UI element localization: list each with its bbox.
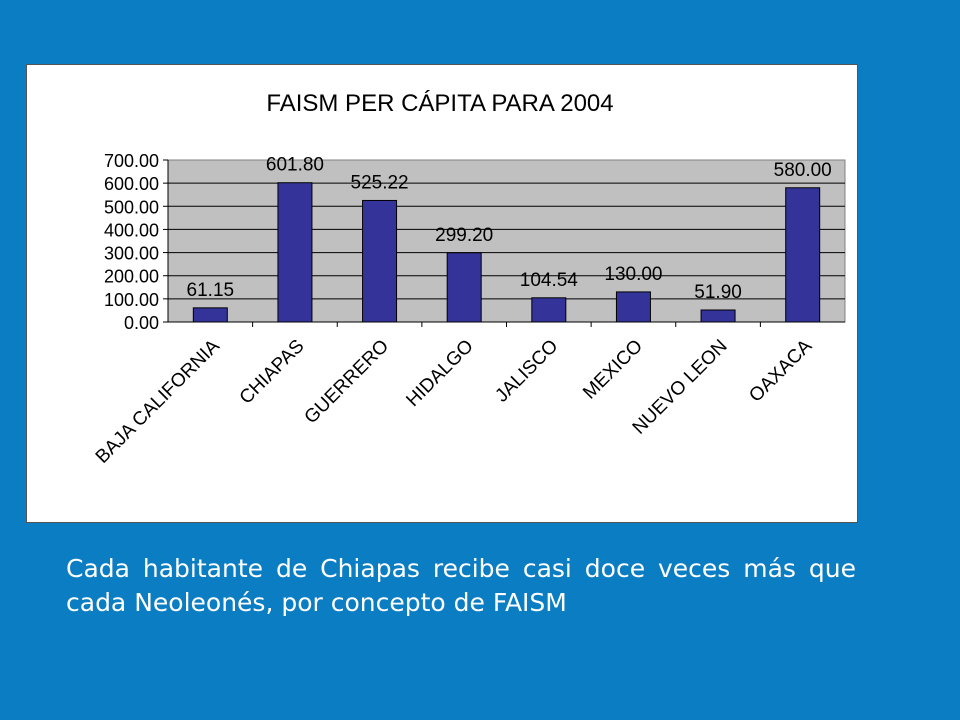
- y-tick-label: 0.00: [124, 313, 159, 333]
- y-tick-label: 400.00: [104, 220, 159, 240]
- category-label: JALISCO: [491, 336, 562, 407]
- bar: [531, 297, 567, 323]
- category-label: GUERRERO: [301, 336, 393, 428]
- bar: [615, 291, 651, 323]
- bar: [362, 199, 398, 323]
- y-tick-label: 100.00: [104, 290, 159, 310]
- category-label: HIDALGO: [402, 336, 477, 411]
- caption-text: Cada habitante de Chiapas recibe casi do…: [66, 554, 856, 617]
- bar: [785, 187, 821, 323]
- chart-panel: FAISM PER CÁPITA PARA 2004 0.00 100.00 200…: [26, 64, 858, 523]
- y-tick-label: 300.00: [104, 244, 159, 264]
- data-label: 51.90: [694, 282, 742, 303]
- data-label: 104.54: [520, 270, 579, 291]
- chart-title: FAISM PER CÁPITA PARA 2004: [266, 90, 613, 117]
- data-label: 601.80: [266, 155, 324, 176]
- category-label: MEXICO: [579, 336, 647, 404]
- bar-chart: FAISM PER CÁPITA PARA 2004 0.00 100.00 200…: [92, 90, 846, 468]
- data-label: 61.15: [187, 280, 235, 301]
- bar: [700, 309, 736, 323]
- y-tick-label: 200.00: [104, 267, 159, 287]
- plot-area: [167, 159, 846, 323]
- bar: [277, 182, 313, 323]
- data-label: 525.22: [351, 172, 409, 193]
- category-label: OAXACA: [745, 335, 816, 406]
- y-tick-label: 700.00: [104, 151, 159, 171]
- category-label: CHIAPAS: [236, 336, 309, 409]
- category-label: BAJA CALIFORNIA: [92, 335, 224, 467]
- data-label: 580.00: [774, 160, 832, 181]
- data-label: 299.20: [435, 225, 493, 246]
- y-tick-label: 600.00: [104, 174, 159, 194]
- y-tick-label: 500.00: [104, 197, 159, 217]
- bar: [192, 307, 228, 323]
- data-label: 130.00: [604, 264, 662, 285]
- bar: [446, 252, 482, 323]
